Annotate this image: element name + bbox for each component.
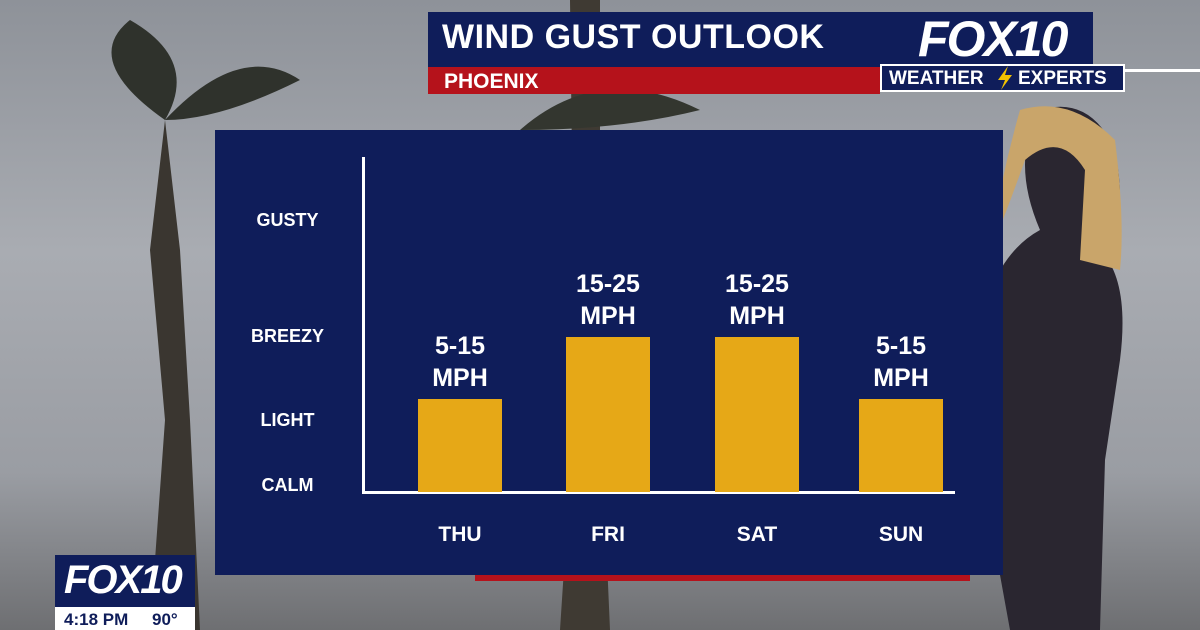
x-tick-label: THU (438, 523, 482, 546)
x-tick-label: SAT (736, 523, 778, 546)
y-tick-label: BREEZY (250, 325, 324, 346)
bolt-icon (998, 66, 1012, 90)
subtitle-bar (428, 67, 880, 94)
y-tick-label: GUSTY (256, 209, 319, 230)
value-label: 15-25 MPH (725, 269, 789, 331)
bar (715, 336, 799, 492)
bar (566, 336, 650, 492)
logo: FOX10 (918, 11, 1068, 67)
time: 4:18 PM (64, 610, 129, 629)
tagline-left: WEATHER (889, 68, 984, 89)
bug-logo: FOX10 (64, 558, 183, 602)
panel-stripe (475, 575, 970, 581)
header-rule (1125, 69, 1200, 72)
value-label: 5-15 MPH (432, 331, 488, 393)
bar (418, 398, 502, 492)
bug-box (55, 555, 195, 607)
chart-title: WIND GUST OUTLOOK (442, 18, 825, 56)
value-label: 5-15 MPH (873, 331, 929, 393)
y-tick-label: CALM (261, 474, 314, 495)
y-axis-line (362, 157, 365, 494)
y-tick-label: LIGHT (260, 409, 315, 430)
x-axis-line (362, 491, 955, 494)
bar (859, 398, 943, 492)
tagline-right: EXPERTS (1018, 68, 1107, 89)
chart-subtitle: PHOENIX (444, 70, 539, 93)
x-tick-label: SUN (878, 523, 924, 546)
info-bar (55, 607, 195, 630)
value-label: 15-25 MPH (576, 269, 640, 331)
temperature: 90° (152, 610, 178, 629)
title-bar (428, 12, 1093, 67)
x-tick-label: FRI (591, 523, 625, 546)
